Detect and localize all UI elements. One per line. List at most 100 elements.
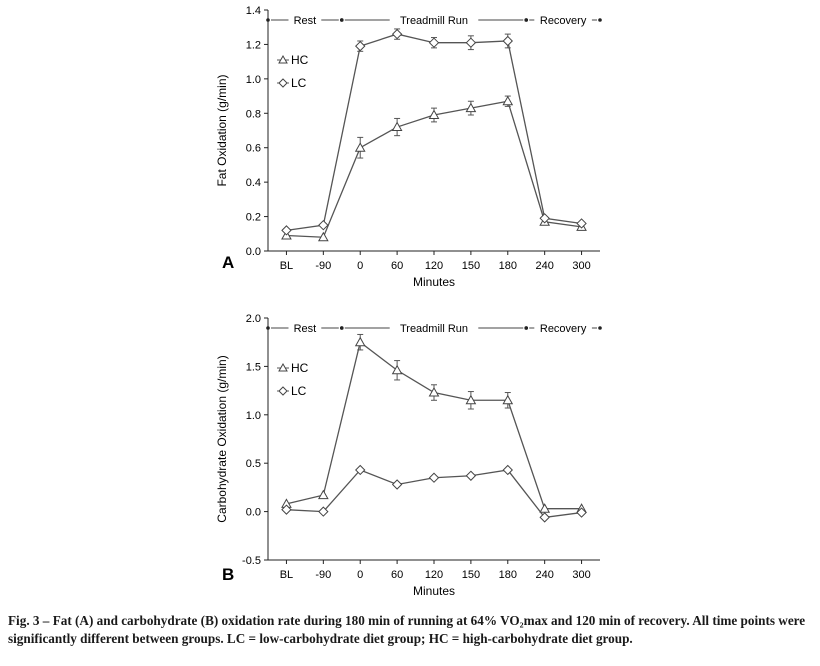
- phase-boundary-dot: [524, 326, 529, 330]
- x-tick-label: BL: [280, 260, 293, 272]
- legend-item-lc: LC: [277, 384, 307, 398]
- series-line-lc: [286, 33, 582, 231]
- x-tick-label: 240: [535, 569, 553, 581]
- x-axis-label: Minutes: [413, 584, 455, 598]
- data-point-lc: [355, 464, 366, 476]
- chart-panel-b: -0.5 0.0 0.5 1.0 1.5 2.0 BL -90 0 60 120 150 180 240 3…: [215, 313, 602, 598]
- phase-boundary-dot: [339, 326, 344, 330]
- phase-label: Recovery: [540, 15, 587, 27]
- y-tick-label: 1.4: [246, 5, 261, 17]
- series-line-hc: [286, 341, 582, 510]
- y-tick-label: 0.0: [246, 507, 261, 519]
- y-tick-label: 0.5: [246, 458, 261, 470]
- data-point-hc: [391, 121, 403, 132]
- phase-label: Treadmill Run: [400, 323, 468, 335]
- data-point-lc: [281, 225, 292, 236]
- y-tick-label: 0.6: [246, 143, 261, 155]
- caption-lead: Fig. 3 –: [8, 613, 53, 628]
- data-point-lc: [391, 28, 403, 40]
- data-point-hc: [428, 109, 440, 120]
- phase-boundary-dot: [339, 18, 344, 22]
- legend-label: LC: [291, 384, 307, 398]
- phase-boundary-dot: [598, 18, 602, 22]
- y-tick-label: 1.5: [246, 361, 261, 373]
- panel-label: B: [222, 565, 234, 584]
- data-point-hc: [317, 231, 329, 242]
- legend-marker: [278, 386, 288, 396]
- x-tick-label: 120: [425, 260, 443, 272]
- data-point-lc: [576, 218, 587, 229]
- x-tick-label: 300: [572, 569, 590, 581]
- figure-caption: Fig. 3 – Fat (A) and carbohydrate (B) ox…: [8, 612, 813, 648]
- legend-label: HC: [291, 53, 309, 67]
- x-tick-label: 120: [425, 569, 443, 581]
- data-point-lc: [502, 464, 513, 476]
- x-tick-label: 150: [462, 569, 480, 581]
- x-tick-label: 300: [572, 260, 590, 272]
- x-tick-label: 0: [357, 569, 363, 581]
- phase-label: Rest: [294, 15, 317, 27]
- phase-boundary-dot: [524, 18, 529, 22]
- data-point-hc: [502, 95, 514, 106]
- phase-boundary-dot: [266, 326, 270, 330]
- y-tick-label: 0.2: [246, 212, 261, 224]
- y-tick-label: 1.0: [246, 410, 261, 422]
- x-axis-label: Minutes: [413, 275, 455, 289]
- data-point-hc: [465, 394, 477, 405]
- y-axis-label: Carbohydrate Oxidation (g/min): [215, 355, 229, 522]
- legend-label: HC: [291, 361, 309, 375]
- data-point-lc: [465, 470, 477, 481]
- chart-panel-a: 0.0 0.2 0.4 0.6 0.8 1.0 1.2 1.4 BL -90 0 60 120 150 18…: [215, 5, 602, 289]
- data-point-hc: [465, 102, 477, 113]
- phase-label: Recovery: [540, 323, 587, 335]
- phase-boundary-dot: [266, 18, 270, 22]
- x-tick-label: -90: [315, 569, 331, 581]
- y-tick-label: 2.0: [246, 313, 261, 325]
- legend-marker: [278, 362, 288, 372]
- data-point-lc: [318, 506, 329, 517]
- legend-item-hc: HC: [277, 361, 309, 375]
- legend-item-hc: HC: [277, 53, 309, 67]
- y-tick-label: 0.4: [246, 177, 261, 189]
- data-point-lc: [391, 479, 403, 490]
- x-tick-label: 60: [391, 569, 403, 581]
- y-axis-label: Fat Oxidation (g/min): [215, 74, 229, 186]
- data-point-lc: [281, 504, 292, 515]
- phase-label: Treadmill Run: [400, 15, 468, 27]
- figure: 0.0 0.2 0.4 0.6 0.8 1.0 1.2 1.4 BL -90 0 60 120 150 18…: [215, 5, 602, 598]
- data-point-hc: [354, 142, 366, 152]
- y-tick-label: -0.5: [242, 555, 261, 567]
- data-point-lc: [428, 472, 440, 483]
- data-point-lc: [539, 512, 550, 523]
- x-tick-label: 150: [462, 260, 480, 272]
- y-tick-label: 1.0: [246, 74, 261, 86]
- legend-item-lc: LC: [277, 76, 307, 90]
- data-point-hc: [502, 394, 514, 405]
- phase-label: Rest: [294, 323, 317, 335]
- data-point-hc: [354, 336, 366, 347]
- data-point-hc: [317, 489, 329, 500]
- data-point-lc: [539, 213, 550, 224]
- data-point-hc: [539, 503, 551, 513]
- series-hc: [281, 333, 587, 513]
- x-tick-label: 180: [499, 260, 517, 272]
- series-lc: [281, 464, 587, 523]
- x-tick-label: 60: [391, 260, 403, 272]
- legend-marker: [278, 54, 288, 64]
- data-point-lc: [502, 35, 513, 47]
- x-tick-label: BL: [280, 569, 293, 581]
- x-tick-label: -90: [315, 260, 331, 272]
- y-tick-label: 0.0: [246, 246, 261, 258]
- data-point-lc: [576, 507, 587, 518]
- caption-text: Fat (A) and carbohydrate (B) oxidation r…: [8, 613, 806, 646]
- y-tick-label: 1.2: [246, 39, 261, 51]
- data-point-lc: [318, 219, 329, 231]
- data-point-lc: [428, 37, 440, 48]
- phase-boundary-dot: [598, 326, 602, 330]
- data-point-hc: [428, 387, 440, 397]
- y-tick-label: 0.8: [246, 108, 261, 120]
- series-lc: [281, 28, 587, 236]
- x-tick-label: 240: [535, 260, 553, 272]
- x-tick-label: 0: [357, 260, 363, 272]
- data-point-lc: [355, 40, 366, 52]
